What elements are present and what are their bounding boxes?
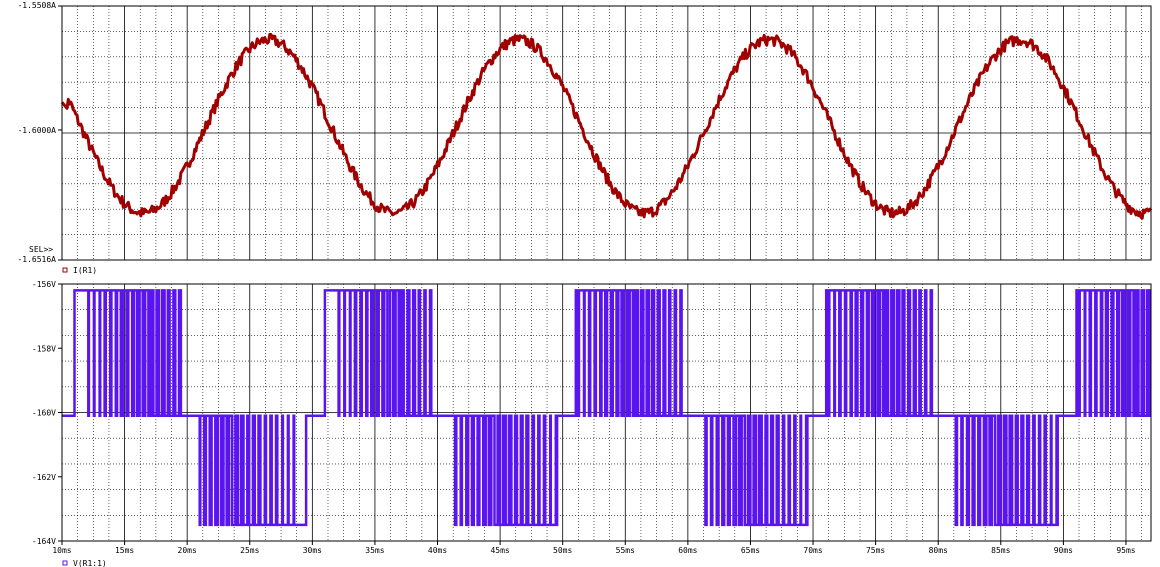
x-tick-label: 85ms [991,546,1010,555]
x-tick-label: 75ms [866,546,885,555]
y-tick-label: -1.5508A [17,1,56,10]
x-tick-label: 40ms [428,546,447,555]
current-trace-i-r1 [60,32,1153,220]
legend-label-i-r1: I(R1) [73,266,97,275]
x-tick-label: 70ms [803,546,822,555]
selection-marker: SEL>> [29,245,53,254]
y-tick-label: -162V [32,473,56,482]
x-tick-label: 30ms [303,546,322,555]
top-y-axis-labels: -1.5508A -1.6000A -1.6516A [17,1,62,264]
x-tick-label: 35ms [365,546,384,555]
x-tick-label: 20ms [178,546,197,555]
bottom-panel-grid [61,284,1151,541]
y-tick-label: -1.6516A [17,255,56,264]
y-tick-label: -164V [32,537,56,546]
x-tick-label: 80ms [929,546,948,555]
x-tick-label: 10ms [52,546,71,555]
x-tick-label: 15ms [115,546,134,555]
x-tick-label: 65ms [741,546,760,555]
x-tick-label: 50ms [553,546,572,555]
x-tick-label: 45ms [490,546,509,555]
legend-marker-v-r1 [62,560,68,566]
bottom-y-axis-labels: -156V -158V -160V -162V -164V [32,280,62,546]
y-tick-label: -1.6000A [17,126,56,135]
x-tick-label: 25ms [240,546,259,555]
y-tick-label: -158V [32,344,56,353]
x-tick-label: 55ms [616,546,635,555]
y-tick-label: -156V [32,280,56,289]
x-tick-label: 60ms [678,546,697,555]
legend-label-v-r1: V(R1:1) [73,559,107,567]
x-tick-label: 90ms [1054,546,1073,555]
legend-marker-i-r1 [62,267,68,273]
x-tick-label: 95ms [1116,546,1135,555]
x-axis-labels: 10ms 15ms 20ms 25ms 30ms 35ms 40ms 45ms 50ms 55ms… [52,541,1136,555]
y-tick-label: -160V [32,409,56,418]
voltage-trace-v-r1 [62,289,1151,527]
top-panel-grid [61,6,1151,260]
top-panel-frame [61,5,1152,261]
